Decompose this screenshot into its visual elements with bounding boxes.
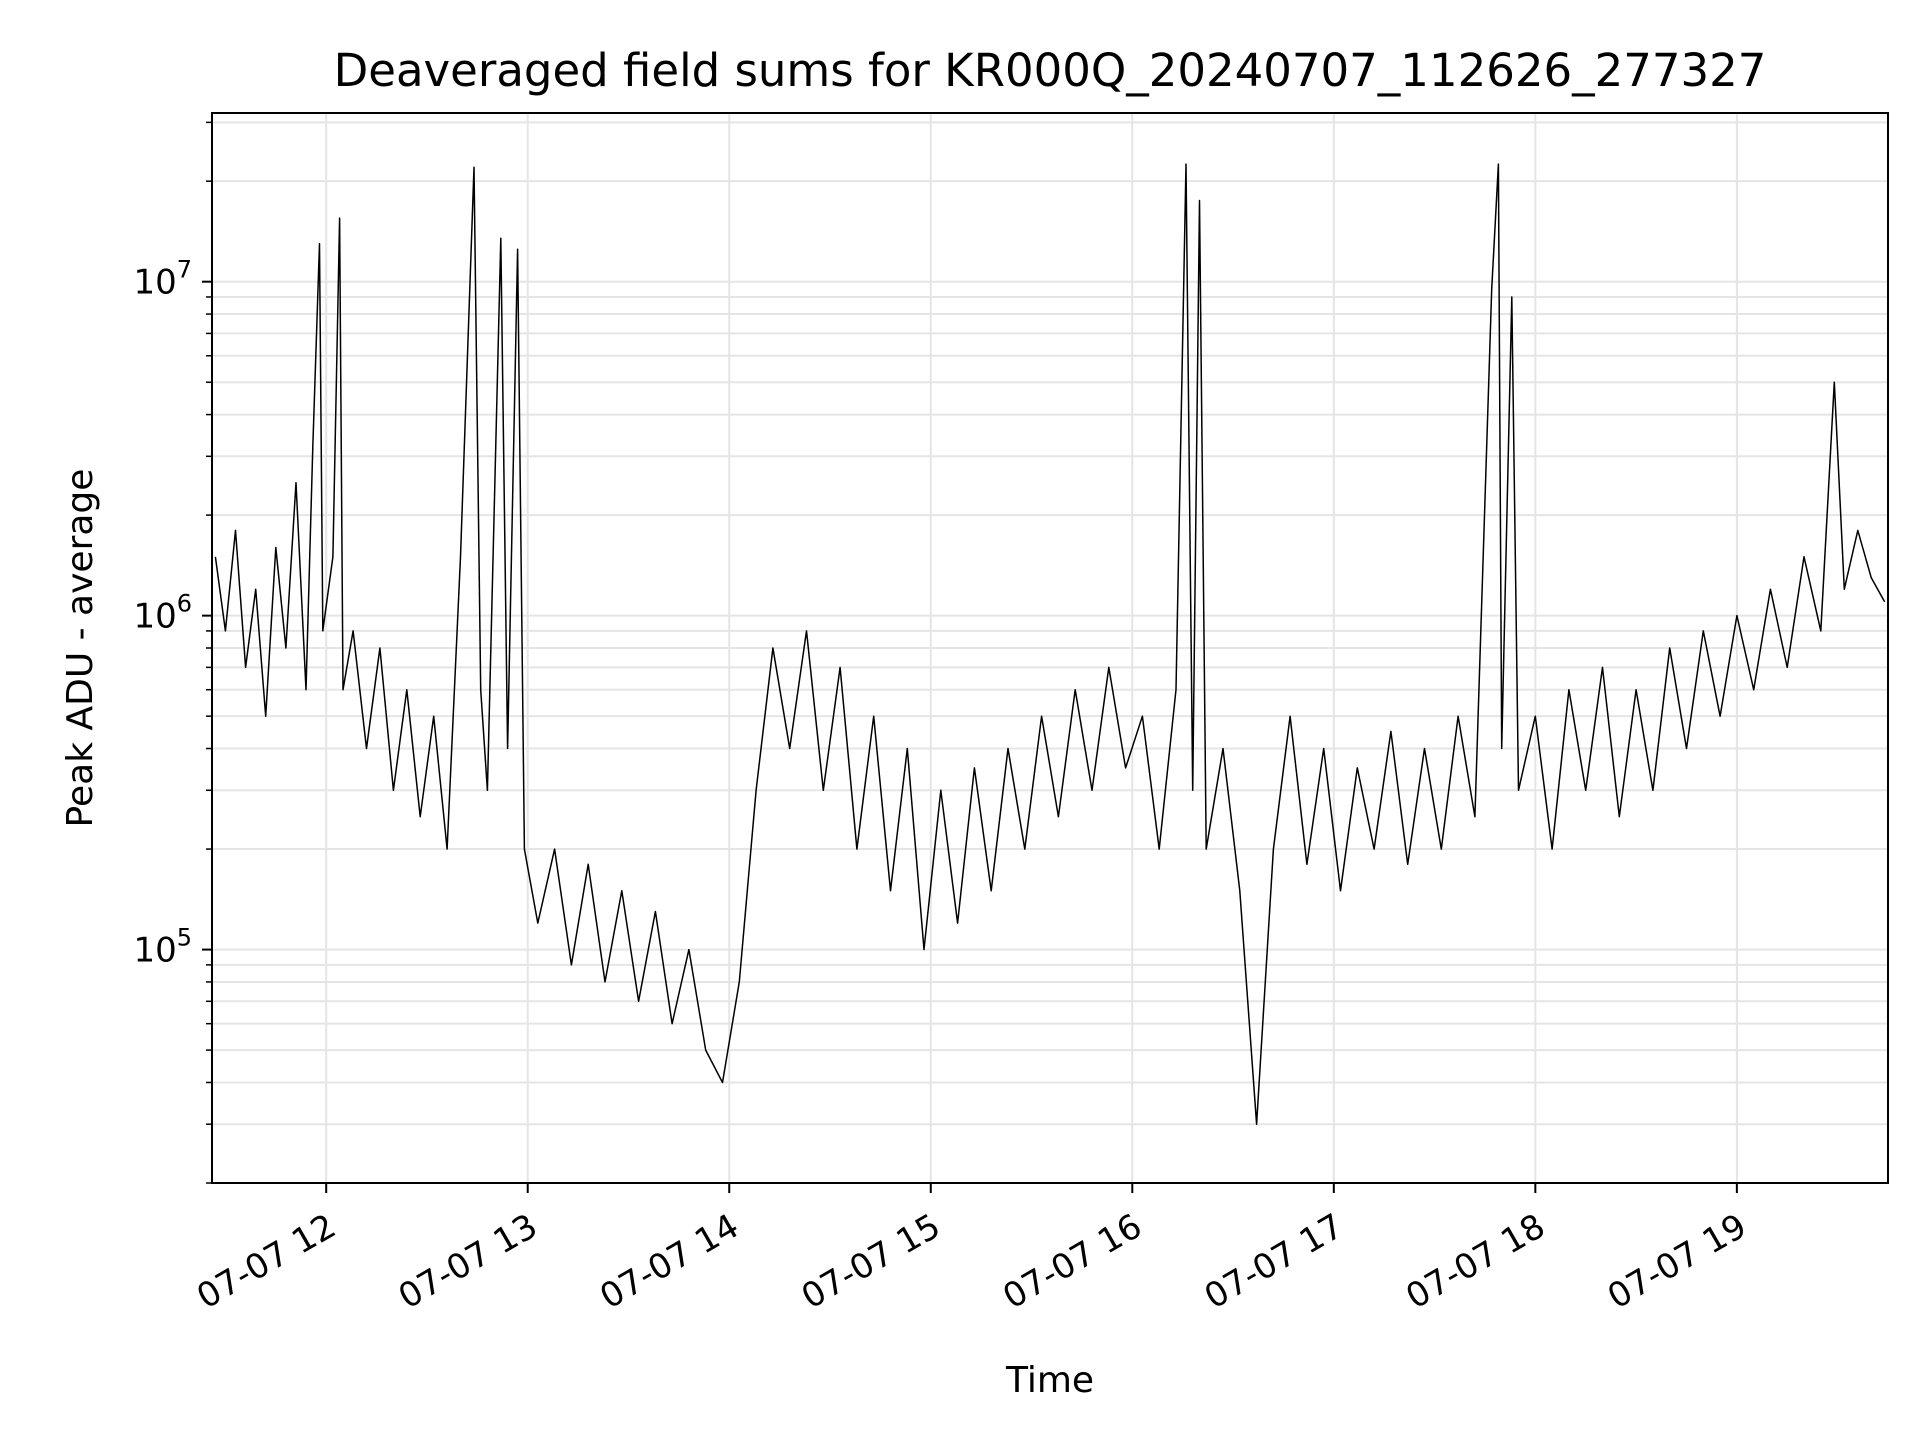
x-axis-label: Time [1005,1360,1094,1401]
x-tick-label: 07-07 12 [190,1206,342,1317]
y-tick-label: 107 [133,256,192,303]
y-tick-label-exponent: 6 [177,590,192,618]
x-axis: 07-07 12 07-07 13 07-07 14 07-07 15 07-07 16… [190,1183,1753,1317]
x-tick-label: 07-07 19 [1601,1206,1753,1317]
y-tick-label: 106 [133,590,192,637]
x-tick-label: 07-07 15 [795,1206,947,1317]
y-tick-label-base: 10 [133,931,176,971]
series-line-group [214,163,1886,1125]
x-tick-label: 07-07 18 [1399,1206,1551,1317]
x-tick-label: 07-07 16 [996,1206,1148,1317]
grid [212,113,1888,1184]
y-tick-label-base: 10 [133,597,176,637]
chart-title: Deaveraged field sums for KR000Q_2024070… [334,44,1767,97]
x-tick-label: 07-07 14 [593,1206,745,1317]
x-tick-label: 07-07 13 [392,1206,544,1317]
y-tick-label-base: 10 [133,263,176,303]
series-line [214,163,1886,1125]
y-tick-label: 105 [133,924,192,971]
y-tick-label-exponent: 7 [177,256,192,284]
x-tick-label: 07-07 17 [1198,1206,1350,1317]
y-tick-label-exponent: 5 [177,924,192,952]
y-axis-label: Peak ADU - average [60,469,101,828]
